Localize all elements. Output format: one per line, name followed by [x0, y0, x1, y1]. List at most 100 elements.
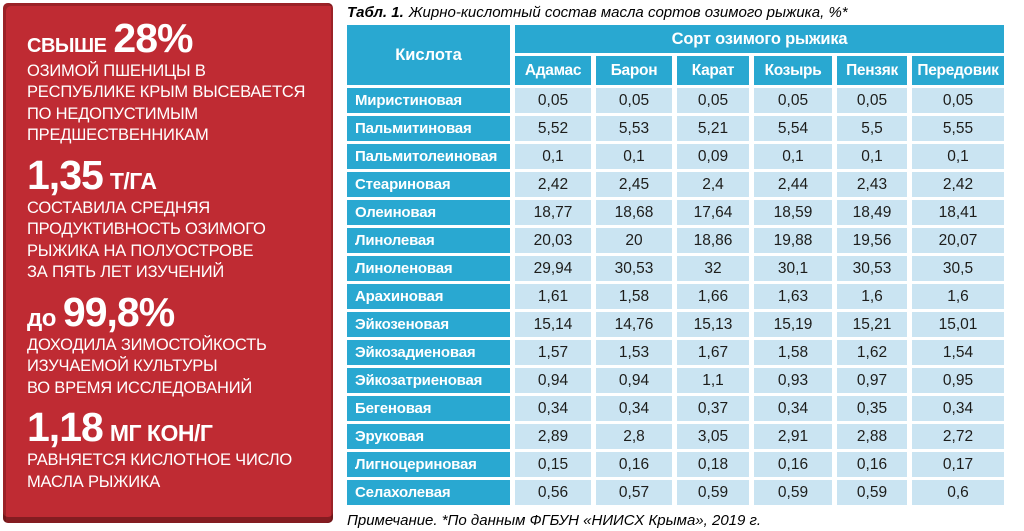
value-cell: 5,21 — [677, 116, 749, 141]
acid-name-cell: Эйкозатриеновая — [347, 368, 510, 393]
value-cell: 0,59 — [754, 480, 832, 505]
value-cell: 0,1 — [912, 144, 1005, 169]
table-footnote: Примечание. *По данным ФГБУН «НИИСХ Крым… — [347, 512, 762, 529]
value-cell: 15,21 — [837, 312, 907, 337]
table-header-group-row: Кислота Сорт озимого рыжика — [347, 25, 1005, 85]
value-cell: 1,58 — [596, 284, 672, 309]
acid-name-cell: Эйкозеновая — [347, 312, 510, 337]
value-cell: 0,16 — [837, 452, 907, 477]
stat-prefix: до — [27, 304, 56, 332]
value-cell: 5,5 — [837, 116, 907, 141]
value-cell: 0,05 — [837, 88, 907, 113]
value-cell: 0,57 — [596, 480, 672, 505]
value-cell: 0,94 — [515, 368, 591, 393]
value-cell: 14,76 — [596, 312, 672, 337]
value-cell: 0,15 — [515, 452, 591, 477]
value-cell: 1,63 — [754, 284, 832, 309]
value-cell: 1,61 — [515, 284, 591, 309]
value-cell: 0,37 — [677, 396, 749, 421]
value-cell: 0,59 — [677, 480, 749, 505]
value-cell: 0,16 — [754, 452, 832, 477]
value-cell: 0,18 — [677, 452, 749, 477]
value-cell: 15,19 — [754, 312, 832, 337]
acid-name-cell: Арахиновая — [347, 284, 510, 309]
value-cell: 1,67 — [677, 340, 749, 365]
value-cell: 0,05 — [515, 88, 591, 113]
value-cell: 5,55 — [912, 116, 1005, 141]
value-cell: 0,34 — [515, 396, 591, 421]
table-row: Лигноцериновая 0,15 0,16 0,18 0,16 0,16 … — [347, 452, 1005, 477]
stat-value: 1,35 — [27, 151, 104, 198]
value-cell: 0,1 — [515, 144, 591, 169]
table-row: Линолевая 20,03 20 18,86 19,88 19,56 20,… — [347, 228, 1005, 253]
value-cell: 3,05 — [677, 424, 749, 449]
acid-name-cell: Стеариновая — [347, 172, 510, 197]
table-header-varieties-row: Адамас Барон Карат Козырь Пензяк Передов… — [347, 56, 1005, 85]
value-cell: 30,53 — [596, 256, 672, 281]
value-cell: 0,34 — [596, 396, 672, 421]
value-cell: 20 — [596, 228, 672, 253]
value-cell: 1,54 — [912, 340, 1005, 365]
value-cell: 1,57 — [515, 340, 591, 365]
value-cell: 18,68 — [596, 200, 672, 225]
value-cell: 30,53 — [837, 256, 907, 281]
stat-value: 99,8% — [62, 288, 175, 335]
value-cell: 2,45 — [596, 172, 672, 197]
table-title: Табл. 1. Жирно-кислотный состав масла сор… — [347, 4, 848, 21]
stat-description: РАВНЯЕТСЯ КИСЛОТНОЕ ЧИСЛО МАСЛА РЫЖИКА — [27, 451, 293, 491]
acid-name-cell: Линолевая — [347, 228, 510, 253]
column-group-header-varieties: Сорт озимого рыжика — [515, 25, 1005, 53]
table-row: Эруковая 2,89 2,8 3,05 2,91 2,88 2,72 — [347, 424, 1005, 449]
stats-panel: СВЫШЕ 28% ОЗИМОЙ ПШЕНИЦЫ В РЕСПУБЛИКЕ КРЫ… — [3, 3, 333, 523]
value-cell: 15,14 — [515, 312, 591, 337]
value-cell: 0,97 — [837, 368, 907, 393]
stat-value: 1,18 — [27, 404, 104, 451]
acid-name-cell: Эруковая — [347, 424, 510, 449]
value-cell: 18,49 — [837, 200, 907, 225]
value-cell: 20,03 — [515, 228, 591, 253]
acid-name-cell: Миристиновая — [347, 88, 510, 113]
value-cell: 5,52 — [515, 116, 591, 141]
stat-headline: 1,35 Т/ГА — [27, 154, 319, 195]
value-cell: 1,1 — [677, 368, 749, 393]
column-header-adamas: Адамас — [515, 56, 591, 85]
table-row: Линоленовая 29,94 30,53 32 30,1 30,53 30… — [347, 256, 1005, 281]
value-cell: 2,91 — [754, 424, 832, 449]
value-cell: 18,41 — [912, 200, 1005, 225]
table-row: Эйкозадиеновая 1,57 1,53 1,67 1,58 1,62 … — [347, 340, 1005, 365]
value-cell: 0,93 — [754, 368, 832, 393]
value-cell: 29,94 — [515, 256, 591, 281]
stat-value: 28% — [113, 15, 193, 61]
value-cell: 2,8 — [596, 424, 672, 449]
value-cell: 2,43 — [837, 172, 907, 197]
stat-headline: до 99,8% — [27, 291, 319, 332]
acid-name-cell: Линоленовая — [347, 256, 510, 281]
stat-block-winter-hardiness: до 99,8% ДОХОДИЛА ЗИМОСТОЙКОСТЬ ИЗУЧАЕМОЙ… — [27, 291, 319, 399]
value-cell: 0,1 — [596, 144, 672, 169]
column-header-baron: Барон — [596, 56, 672, 85]
acid-name-cell: Лигноцериновая — [347, 452, 510, 477]
value-cell: 5,53 — [596, 116, 672, 141]
value-cell: 0,05 — [912, 88, 1005, 113]
value-cell: 2,44 — [754, 172, 832, 197]
value-cell: 0,16 — [596, 452, 672, 477]
acid-name-cell: Олеиновая — [347, 200, 510, 225]
table-row: Миристиновая 0,05 0,05 0,05 0,05 0,05 0,… — [347, 88, 1005, 113]
stat-block-acid-number: 1,18 МГ КОН/Г РАВНЯЕТСЯ КИСЛОТНОЕ ЧИСЛО М… — [27, 407, 319, 493]
acid-name-cell: Бегеновая — [347, 396, 510, 421]
value-cell: 0,59 — [837, 480, 907, 505]
value-cell: 2,88 — [837, 424, 907, 449]
value-cell: 1,6 — [912, 284, 1005, 309]
value-cell: 0,95 — [912, 368, 1005, 393]
value-cell: 30,1 — [754, 256, 832, 281]
stat-description: ДОХОДИЛА ЗИМОСТОЙКОСТЬ ИЗУЧАЕМОЙ КУЛЬТУР… — [27, 335, 267, 397]
value-cell: 20,07 — [912, 228, 1005, 253]
stat-unit: МГ КОН/Г — [109, 420, 213, 447]
stat-block-wheat: СВЫШЕ 28% ОЗИМОЙ ПШЕНИЦЫ В РЕСПУБЛИКЕ КРЫ… — [27, 18, 319, 147]
value-cell: 30,5 — [912, 256, 1005, 281]
value-cell: 32 — [677, 256, 749, 281]
value-cell: 0,05 — [677, 88, 749, 113]
column-header-karat: Карат — [677, 56, 749, 85]
value-cell: 19,56 — [837, 228, 907, 253]
